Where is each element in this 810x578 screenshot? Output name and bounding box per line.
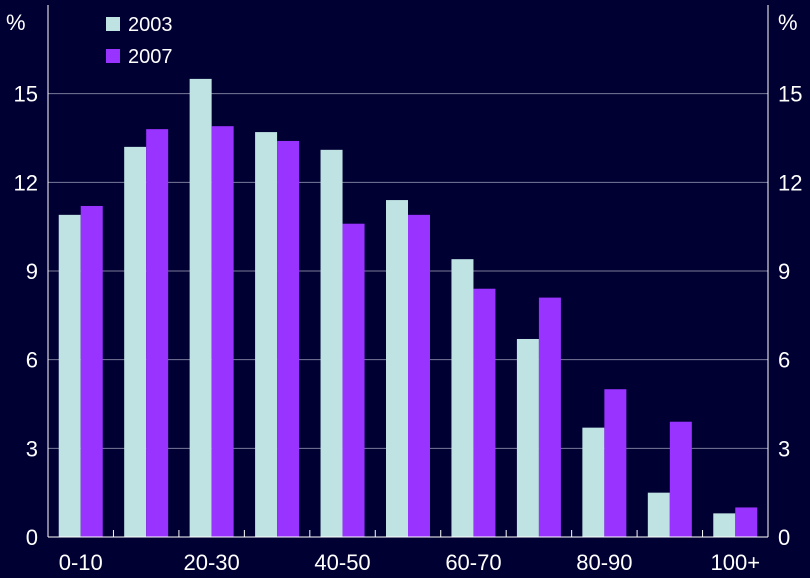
bar-2003-40-50 xyxy=(320,149,343,538)
bar-2007-30-40 xyxy=(277,140,300,537)
x-tick-label: 80-90 xyxy=(576,550,632,575)
y-tick-label-right: 15 xyxy=(778,82,802,107)
right-y-unit-label: % xyxy=(778,10,798,35)
bar-2003-60-70 xyxy=(451,259,474,537)
x-tick-label: 0-10 xyxy=(59,550,103,575)
legend: 2003 2007 xyxy=(106,14,173,68)
legend-swatch-2003 xyxy=(106,17,120,31)
bar-2007-20-30 xyxy=(211,126,234,537)
x-tick-label: 100+ xyxy=(710,550,760,575)
bar-2007-80-90 xyxy=(604,389,627,537)
bar-2007-10-20 xyxy=(146,129,169,537)
x-tick-label: 20-30 xyxy=(183,550,239,575)
legend-label-2007: 2007 xyxy=(128,46,173,68)
y-tick-label-left: 0 xyxy=(26,525,38,550)
legend-swatch-2007 xyxy=(106,49,120,63)
bar-2003-50-60 xyxy=(386,200,408,538)
bar-2003-90-100 xyxy=(647,492,670,537)
y-tick-label-left: 3 xyxy=(26,436,38,461)
y-tick-label-left: 12 xyxy=(14,170,38,195)
left-y-tick-labels: 0 3 6 9 12 15 xyxy=(14,82,38,550)
bar-2003-20-30 xyxy=(189,78,212,537)
y-tick-label-right: 3 xyxy=(778,436,790,461)
y-tick-label-left: 9 xyxy=(26,259,38,284)
bar-2007-90-100 xyxy=(669,421,692,537)
legend-label-2003: 2003 xyxy=(128,14,173,36)
left-y-unit-label: % xyxy=(6,10,26,35)
bar-2007-0-10 xyxy=(80,205,103,537)
bar-2003-0-10 xyxy=(58,214,81,537)
bar-2007-50-60 xyxy=(408,214,430,537)
y-tick-label-right: 9 xyxy=(778,259,790,284)
y-tick-label-left: 15 xyxy=(14,82,38,107)
bar-2003-10-20 xyxy=(124,146,147,537)
axes xyxy=(47,5,769,538)
y-tick-label-right: 6 xyxy=(778,348,790,373)
y-tick-label-right: 12 xyxy=(778,170,802,195)
y-tick-label-left: 6 xyxy=(26,348,38,373)
right-y-tick-labels: 0 3 6 9 12 15 xyxy=(778,82,802,550)
bar-2003-100+ xyxy=(713,513,736,537)
x-tick-labels: 0-10 20-30 40-50 60-70 80-90 100+ xyxy=(59,550,760,575)
x-tick-label: 40-50 xyxy=(314,550,370,575)
bar-2003-30-40 xyxy=(255,132,278,538)
bar-2007-70-80 xyxy=(538,297,561,537)
bar-2007-100+ xyxy=(735,507,758,537)
bars xyxy=(58,78,758,538)
bar-2003-80-90 xyxy=(582,427,605,537)
y-tick-label-right: 0 xyxy=(778,525,790,550)
bar-2007-60-70 xyxy=(473,288,496,537)
bar-2007-40-50 xyxy=(342,223,365,537)
x-tick-label: 60-70 xyxy=(445,550,501,575)
bar-2003-70-80 xyxy=(516,338,539,537)
